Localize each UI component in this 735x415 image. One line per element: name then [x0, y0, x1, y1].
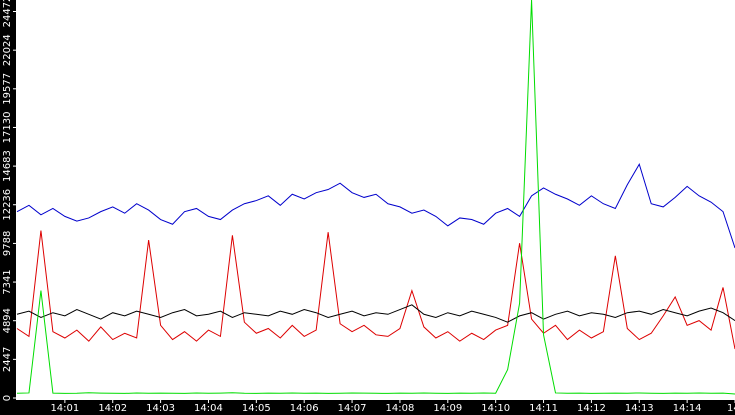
x-tick-label: 14:10: [481, 403, 510, 414]
y-tick-label: 2447: [2, 347, 13, 372]
x-tick-label: 14:03: [146, 403, 175, 414]
x-tick-label: 14:05: [242, 403, 271, 414]
y-tick-label: 12236: [2, 189, 13, 221]
y-tick-label: 17130: [2, 112, 13, 144]
x-tick-label: 14:06: [290, 403, 319, 414]
x-tick-label: 14:09: [433, 403, 462, 414]
y-axis-strip: [0, 0, 16, 415]
x-tick-label: 14:01: [50, 403, 79, 414]
series-line: [16, 163, 735, 249]
y-tick-label: 7341: [2, 269, 13, 294]
x-tick-label: 14:04: [194, 403, 223, 414]
series-line: [16, 0, 735, 395]
x-tick-label: 14:11: [529, 403, 558, 414]
x-tick-label: 14:12: [577, 403, 606, 414]
x-tick-label: 14:02: [98, 403, 127, 414]
x-tick-label: 14:14: [673, 403, 702, 414]
y-tick-label: 14683: [2, 150, 13, 182]
y-tick-label: 19577: [2, 73, 13, 105]
x-tick-label: 14: [727, 403, 735, 414]
series-line: [16, 230, 735, 350]
y-tick-label: 0: [2, 395, 13, 401]
series-line: [16, 304, 735, 323]
x-tick-label: 14:08: [386, 403, 415, 414]
y-tick-label: 24472: [2, 0, 13, 27]
y-tick-label: 22024: [2, 34, 13, 66]
x-axis-strip: [0, 400, 735, 415]
y-tick-label: 9788: [2, 231, 13, 256]
x-tick-label: 14:13: [625, 403, 654, 414]
y-tick-label: 4894: [2, 308, 13, 333]
x-tick-label: 14:07: [338, 403, 367, 414]
